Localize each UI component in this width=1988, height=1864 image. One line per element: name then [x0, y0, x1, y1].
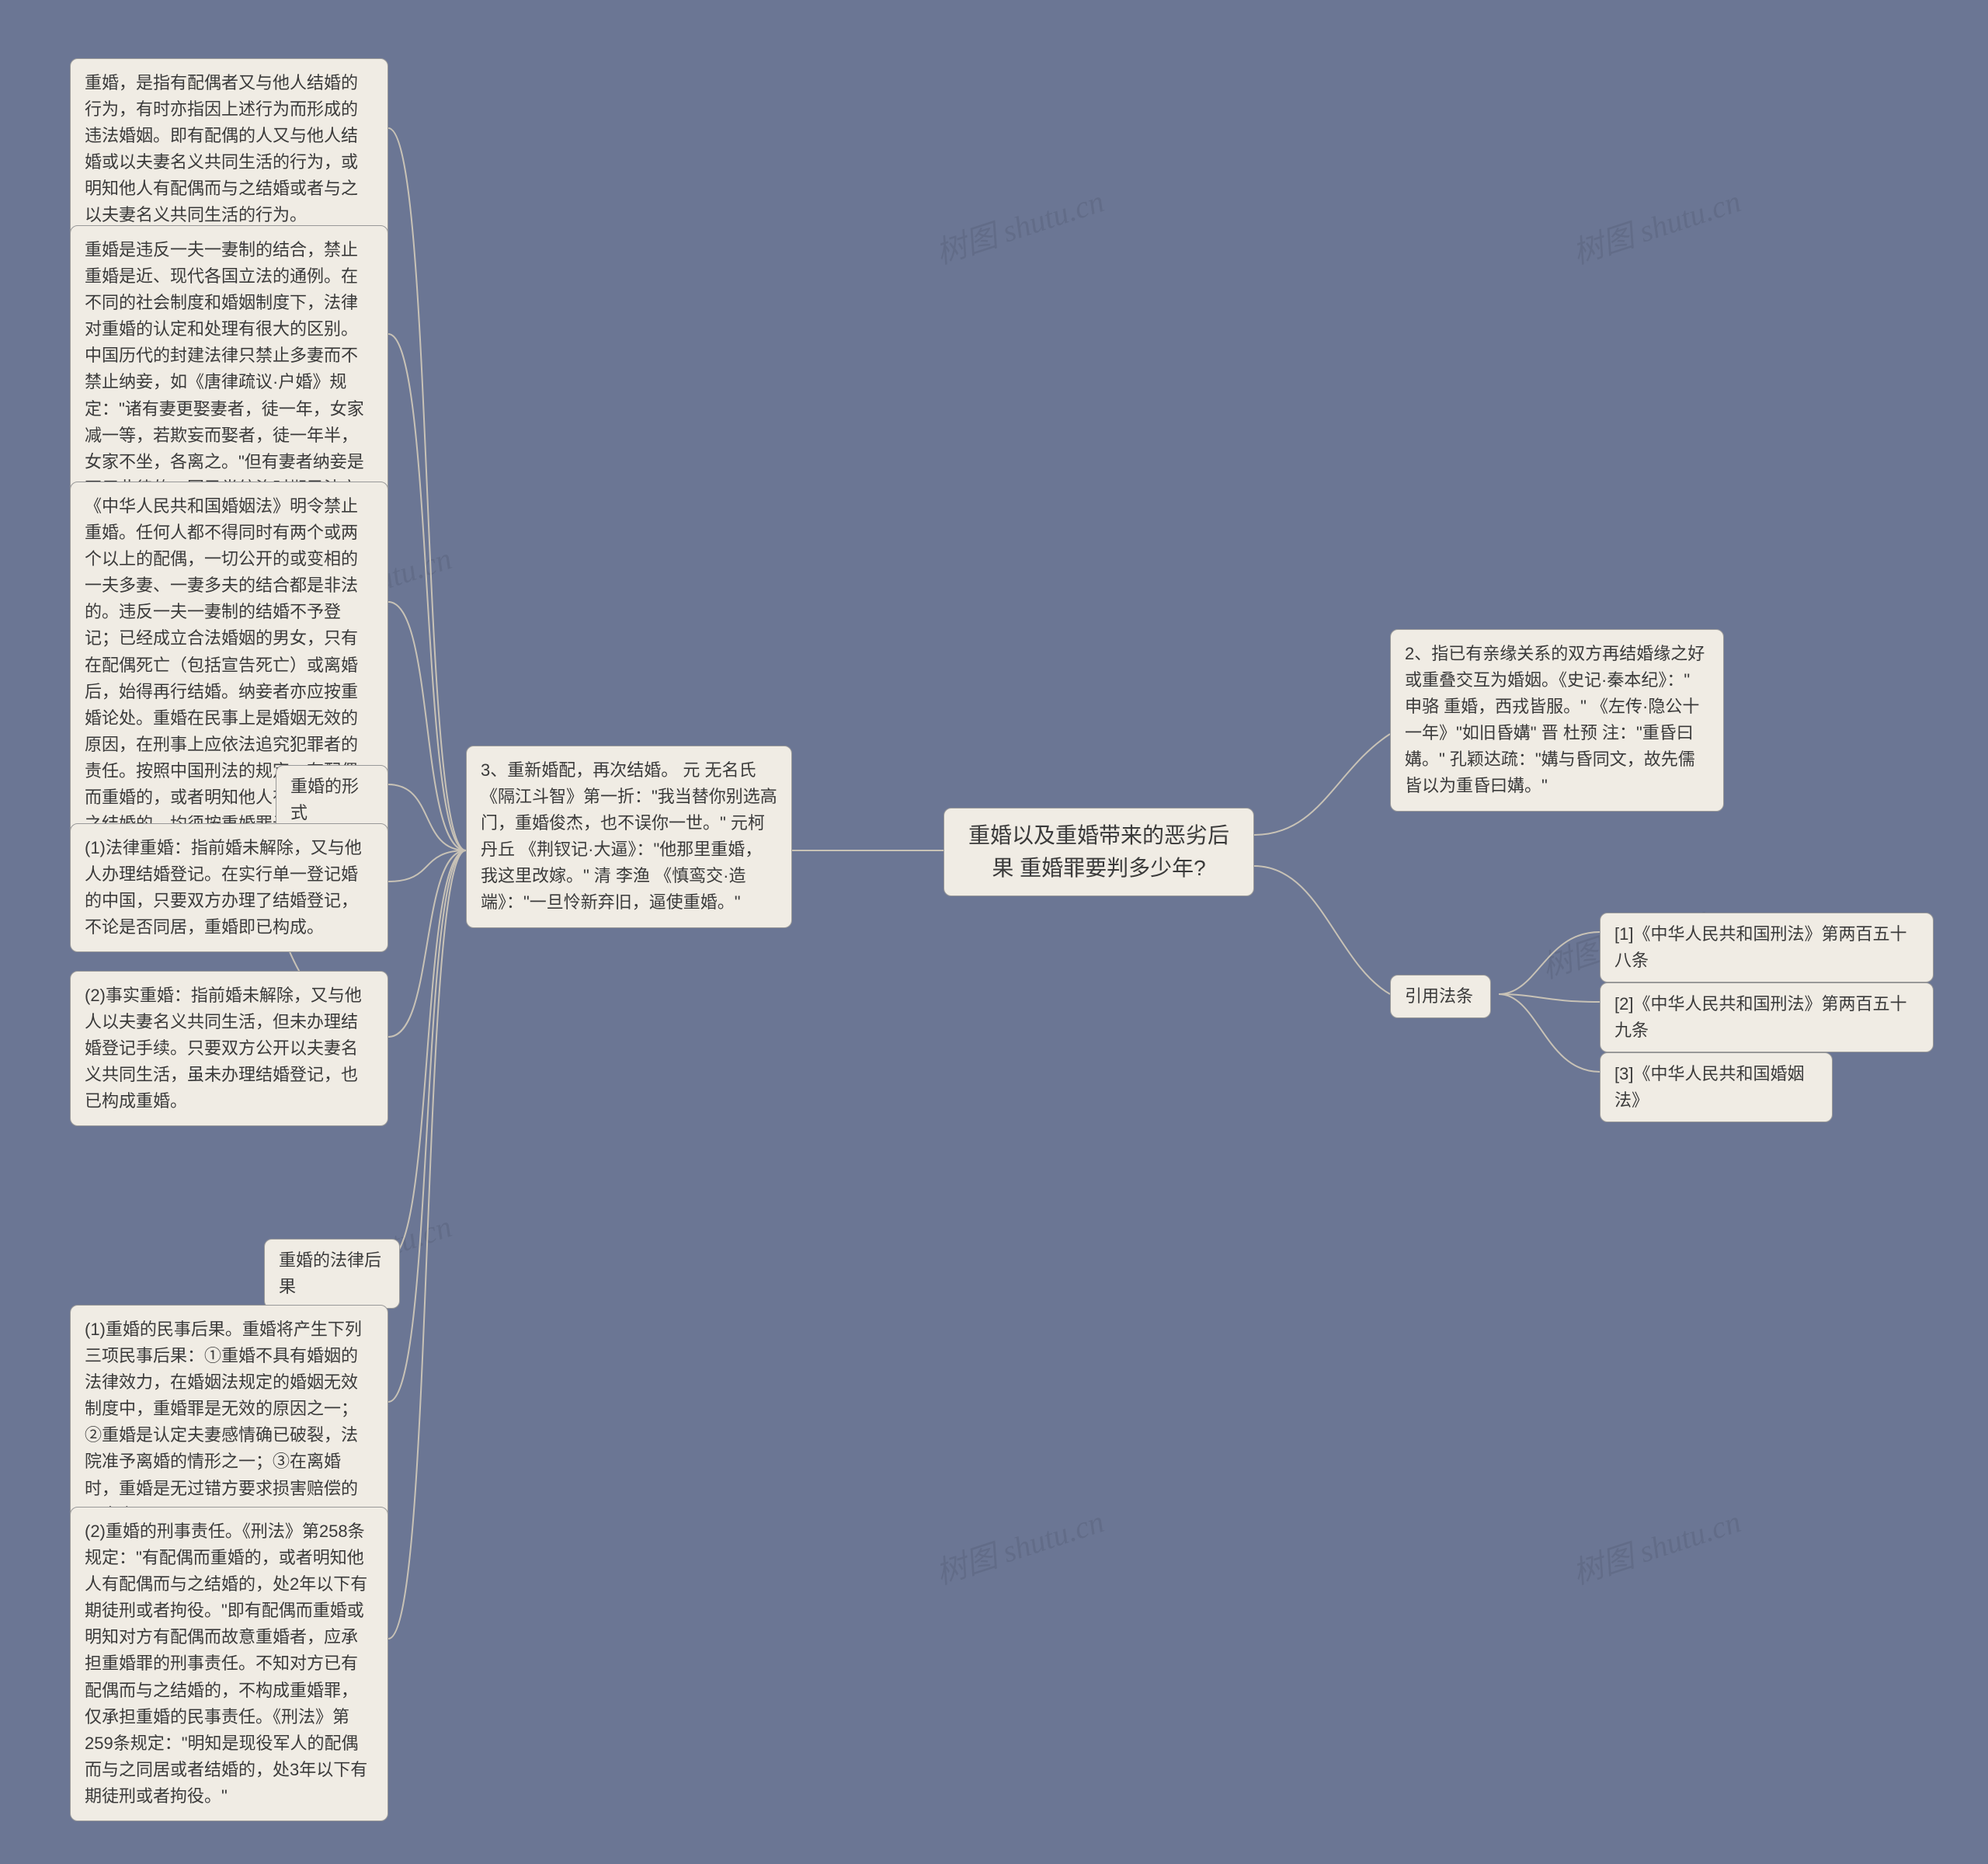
- left-def1: 重婚，是指有配偶者又与他人结婚的行为，有时亦指因上述行为而形成的违法婚姻。即有配…: [70, 58, 388, 241]
- citation-1: [1]《中华人民共和国刑法》第两百五十八条: [1600, 913, 1934, 982]
- center-topic: 重婚以及重婚带来的恶劣后果 重婚罪要判多少年?: [944, 808, 1254, 896]
- watermark: 树图 shutu.cn: [930, 176, 1109, 273]
- citation-2: [2]《中华人民共和国刑法》第两百五十九条: [1600, 982, 1934, 1052]
- watermark: 树图 shutu.cn: [930, 1497, 1109, 1594]
- left-form1: (1)法律重婚：指前婚未解除，又与他人办理结婚登记。在实行单一登记婚的中国，只要…: [70, 823, 388, 952]
- left-form2: (2)事实重婚：指前婚未解除，又与他人以夫妻名义共同生活，但未办理结婚登记手续。…: [70, 971, 388, 1126]
- left-conseq2: (2)重婚的刑事责任。《刑法》第258条规定："有配偶而重婚的，或者明知他人有配…: [70, 1507, 388, 1821]
- citations-label: 引用法条: [1390, 975, 1491, 1018]
- right-node-2: 2、指已有亲缘关系的双方再结婚缘之好或重叠交互为婚姻。《史记·秦本纪》：" 申骆…: [1390, 629, 1724, 812]
- left-consequences-label: 重婚的法律后果: [264, 1239, 400, 1309]
- left-conseq1: (1)重婚的民事后果。重婚将产生下列三项民事后果：①重婚不具有婚姻的法律效力，在…: [70, 1305, 388, 1540]
- watermark: 树图 shutu.cn: [1566, 176, 1746, 273]
- watermark: 树图 shutu.cn: [1566, 1497, 1746, 1594]
- citation-3: [3]《中华人民共和国婚姻法》: [1600, 1052, 1833, 1122]
- left-node-3: 3、重新婚配，再次结婚。 元 无名氏 《隔江斗智》第一折："我当替你别选高门，重…: [466, 746, 792, 928]
